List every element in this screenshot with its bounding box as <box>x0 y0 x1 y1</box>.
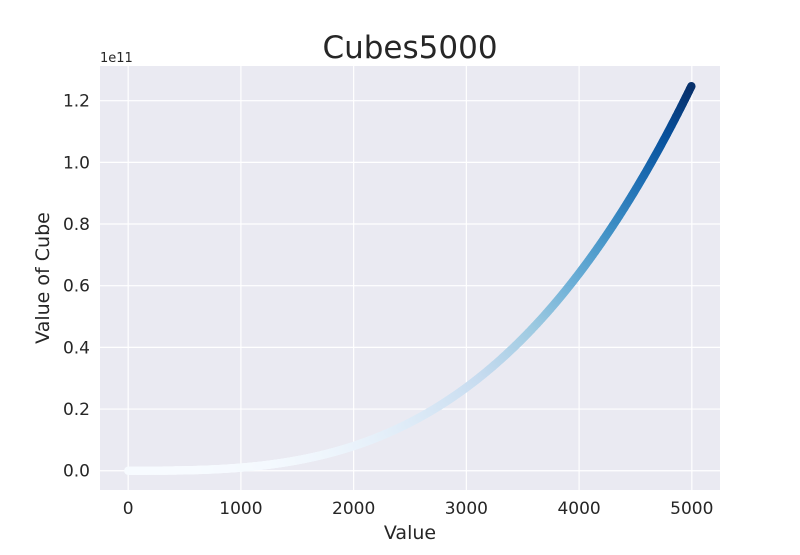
x-tick-label: 0 <box>123 499 134 519</box>
y-tick-label: 0.4 <box>63 338 90 358</box>
x-axis-ticks: 0 1000 2000 3000 4000 5000 <box>123 499 714 519</box>
x-tick-label: 2000 <box>332 499 375 519</box>
x-axis-label: Value <box>384 522 436 544</box>
y-tick-label: 1.0 <box>63 153 90 173</box>
x-tick-label: 1000 <box>219 499 262 519</box>
y-tick-label: 0.2 <box>63 400 90 420</box>
x-tick-label: 4000 <box>557 499 600 519</box>
chart-title: Cubes5000 <box>322 30 497 66</box>
y-axis-offset-label: 1e11 <box>100 51 133 66</box>
data-points <box>124 82 696 475</box>
y-tick-label: 1.2 <box>63 92 90 112</box>
data-point <box>687 82 696 91</box>
x-tick-label: 3000 <box>445 499 488 519</box>
y-tick-label: 0.6 <box>63 277 90 297</box>
y-axis-label: Value of Cube <box>32 212 54 344</box>
y-axis-ticks: 0.0 0.2 0.4 0.6 0.8 1.0 1.2 <box>63 92 90 482</box>
x-tick-label: 5000 <box>670 499 713 519</box>
y-tick-label: 0.8 <box>63 215 90 235</box>
y-tick-label: 0.0 <box>63 462 90 482</box>
